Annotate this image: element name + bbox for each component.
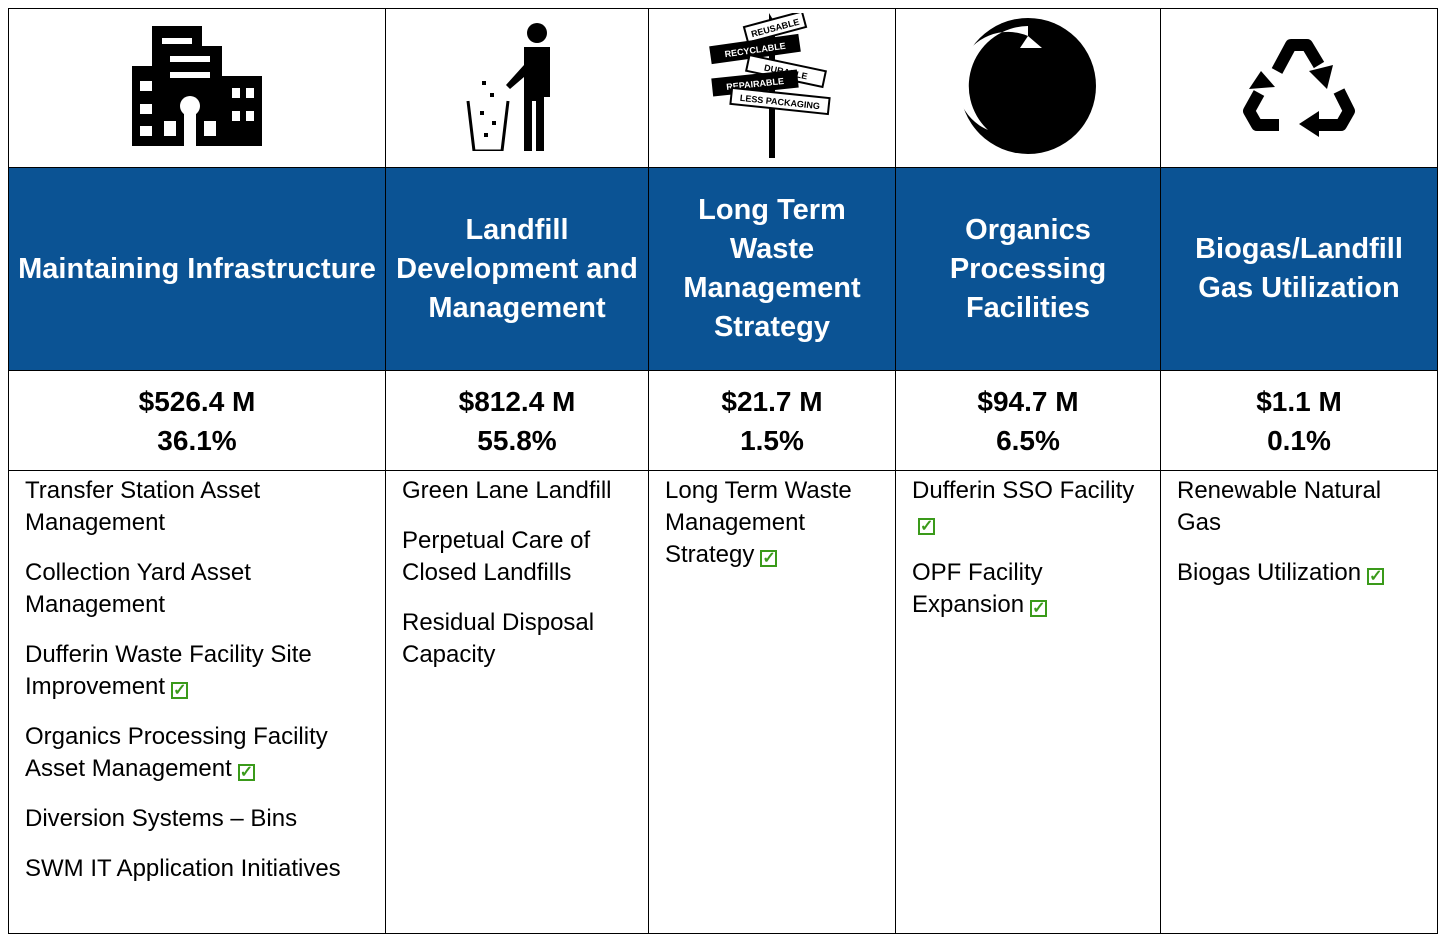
- item: Organics Processing Facility Asset Manag…: [25, 721, 373, 785]
- amount: $526.4 M: [138, 385, 256, 417]
- item: SWM IT Application Initiatives: [25, 853, 373, 885]
- green-dot-icon: [956, 17, 1096, 154]
- percent: 1.5%: [740, 424, 804, 456]
- amount: $812.4 M: [458, 385, 576, 417]
- building-icon: [132, 25, 262, 146]
- checkmark: ✓: [237, 764, 255, 781]
- item: OPF Facility Expansion ✓: [912, 557, 1148, 621]
- items-cell: Dufferin SSO Facility✓ OPF Facility Expan…: [895, 470, 1161, 934]
- percent: 55.8%: [477, 424, 557, 456]
- column-title: Maintaining Infrastructure: [8, 167, 386, 371]
- item: Diversion Systems – Bins: [25, 803, 373, 835]
- item-text: Collection Yard Asset Management: [25, 559, 251, 618]
- sign-board: LESS PACKAGING: [729, 86, 831, 116]
- column-title: Long Term Waste Management Strategy: [648, 167, 896, 371]
- column-title: Organics Processing Facilities: [895, 167, 1161, 371]
- item: Long Term Waste Management Strategy ✓: [665, 475, 883, 571]
- item-text: Renewable Natural Gas: [1177, 477, 1382, 536]
- checkmark: ✓: [1367, 568, 1385, 585]
- amount: $21.7 M: [721, 385, 823, 417]
- item-text: Long Term Waste Management Strategy: [665, 477, 852, 568]
- checkmark: ✓: [760, 550, 778, 567]
- item-text: Perpetual Care of Closed Landfills: [402, 527, 591, 586]
- item: Green Lane Landfill: [402, 475, 636, 507]
- item: Biogas Utilization ✓: [1177, 557, 1425, 589]
- items-cell: Long Term Waste Management Strategy ✓: [648, 470, 896, 934]
- amount: $94.7 M: [977, 385, 1079, 417]
- amount-cell: $1.1 M 0.1%: [1160, 370, 1438, 471]
- item-text: Residual Disposal Capacity: [402, 609, 595, 668]
- percent: 0.1%: [1267, 424, 1331, 456]
- column-title: Landfill Development and Management: [385, 167, 649, 371]
- icon-cell: [8, 8, 386, 168]
- icon-row: REUSABLERECYCLABLEDURABLEREPAIRABLELESS …: [8, 8, 1438, 168]
- item-text: Diversion Systems – Bins: [25, 805, 298, 832]
- header-row: Maintaining Infrastructure Landfill Devel…: [8, 167, 1438, 371]
- item-text: Biogas Utilization: [1177, 559, 1362, 586]
- capital-table: REUSABLERECYCLABLEDURABLEREPAIRABLELESS …: [8, 8, 1438, 934]
- item-text: Green Lane Landfill: [402, 477, 612, 504]
- amount: $1.1 M: [1256, 385, 1342, 417]
- amount-cell: $812.4 M 55.8%: [385, 370, 649, 471]
- item: Renewable Natural Gas: [1177, 475, 1425, 539]
- items-cell: Renewable Natural Gas Biogas Utilization ✓: [1160, 470, 1438, 934]
- item-text: Dufferin SSO Facility: [912, 477, 1135, 504]
- item-text: Organics Processing Facility Asset Manag…: [25, 723, 328, 782]
- board: [729, 86, 831, 116]
- board: [742, 10, 808, 44]
- trash-icon: [466, 22, 550, 152]
- icon-cell: [1160, 8, 1438, 168]
- recycle-icon: [1243, 38, 1355, 137]
- amount-cell: $94.7 M 6.5%: [895, 370, 1161, 471]
- item-text: OPF Facility Expansion: [912, 559, 1043, 618]
- items-cell: Transfer Station Asset Management Collect…: [8, 470, 386, 934]
- column-title: Biogas/Landfill Gas Utilization: [1160, 167, 1438, 371]
- items-cell: Green Lane Landfill Perpetual Care of Clo…: [385, 470, 649, 934]
- amount-row: $526.4 M 36.1% $812.4 M 55.8% $21.7 M 1.5% $94…: [8, 370, 1438, 471]
- item: Residual Disposal Capacity: [402, 607, 636, 671]
- item-text: SWM IT Application Initiatives: [25, 855, 341, 882]
- item: Dufferin Waste Facility Site Improvement…: [25, 639, 373, 703]
- icon-cell: [385, 8, 649, 168]
- percent: 6.5%: [996, 424, 1060, 456]
- percent: 36.1%: [157, 424, 237, 456]
- icon-cell: REUSABLERECYCLABLEDURABLEREPAIRABLELESS …: [648, 8, 896, 168]
- item: Dufferin SSO Facility ✓: [912, 475, 1148, 539]
- item: Collection Yard Asset Management: [25, 557, 373, 621]
- checkmark: ✓: [1030, 600, 1048, 617]
- amount-cell: $21.7 M 1.5%: [648, 370, 896, 471]
- signpost-icon: REUSABLERECYCLABLEDURABLEREPAIRABLELESS …: [709, 10, 831, 158]
- item-text: Dufferin Waste Facility Site Improvement: [25, 641, 312, 700]
- item-text: Transfer Station Asset Management: [25, 477, 261, 536]
- icon-cell: [895, 8, 1161, 168]
- item: Transfer Station Asset Management: [25, 475, 373, 539]
- checkmark: ✓: [171, 682, 189, 699]
- amount-cell: $526.4 M 36.1%: [8, 370, 386, 471]
- checkmark: ✓: [918, 518, 935, 535]
- items-row: Transfer Station Asset Management Collect…: [8, 470, 1438, 934]
- item: Perpetual Care of Closed Landfills: [402, 525, 636, 589]
